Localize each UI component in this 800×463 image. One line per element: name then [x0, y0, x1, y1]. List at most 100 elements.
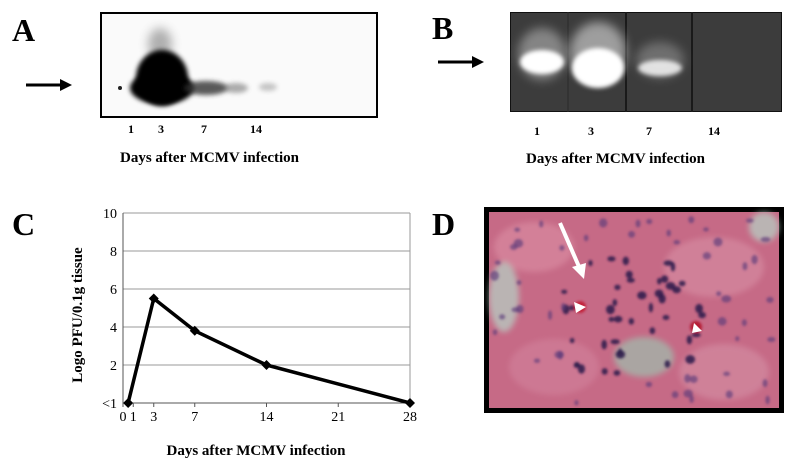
- arrow-a-icon: [26, 79, 72, 91]
- cell-nucleus: [625, 270, 633, 279]
- y-tick-label: <1: [102, 397, 117, 412]
- cell-nucleus: [610, 339, 620, 345]
- y-tick-label: 6: [110, 283, 117, 298]
- cell-nucleus: [646, 218, 653, 225]
- cell-nucleus: [695, 303, 703, 314]
- cell-nucleus: [767, 337, 776, 343]
- panel-a-blot: [100, 12, 378, 118]
- cell-nucleus: [658, 294, 666, 304]
- y-axis-label: Logo PFU/0.1g tissue: [70, 247, 86, 383]
- cell-nucleus: [645, 381, 653, 388]
- x-tick-label: 0: [120, 410, 127, 425]
- data-point: [261, 360, 272, 370]
- cell-nucleus: [514, 227, 521, 232]
- cell-nucleus: [702, 252, 712, 260]
- cell-nucleus: [713, 237, 723, 247]
- cell-nucleus: [626, 277, 635, 283]
- cell-nucleus: [666, 229, 672, 237]
- cell-nucleus: [607, 256, 616, 262]
- cell-nucleus: [509, 244, 518, 251]
- panel-a-lane-label: 14: [250, 122, 262, 136]
- cell-nucleus: [665, 282, 676, 290]
- panel-c-chart: Logo PFU/0.1g tissue Days after MCMV inf…: [70, 207, 417, 459]
- cell-nucleus: [628, 230, 636, 238]
- cell-nucleus: [614, 284, 621, 291]
- cell-nucleus: [628, 317, 635, 325]
- cell-nucleus: [583, 234, 589, 242]
- cell-nucleus: [673, 240, 681, 245]
- cell-nucleus: [577, 364, 586, 374]
- cell-nucleus: [660, 275, 669, 283]
- cell-nucleus: [547, 310, 553, 321]
- cell-nucleus: [735, 336, 740, 342]
- cell-nucleus: [601, 339, 607, 350]
- cell-nucleus: [492, 329, 498, 336]
- cell-nucleus: [569, 305, 576, 311]
- arrowhead-marker-icon: [574, 302, 586, 313]
- y-tick-label: 8: [110, 245, 117, 260]
- panel-d-letter: D: [432, 206, 456, 242]
- panel-b-xlabel: Days after MCMV infection: [526, 151, 705, 167]
- data-point: [148, 293, 159, 304]
- cell-nucleus: [698, 311, 706, 319]
- cell-nucleus: [499, 314, 506, 320]
- cell-nucleus: [648, 302, 654, 313]
- cell-nucleus: [516, 280, 522, 286]
- data-point: [405, 398, 415, 408]
- cell-nucleus: [766, 296, 774, 303]
- cell-nucleus: [662, 315, 670, 320]
- cell-nucleus: [751, 254, 758, 265]
- panel-b-lane-label: 14: [708, 124, 720, 138]
- x-tick-label: 21: [331, 410, 345, 425]
- cell-nucleus: [657, 277, 662, 285]
- histology-arrow-icon: [558, 222, 586, 279]
- arrowhead-marker-icon: [692, 323, 702, 333]
- panel-b-letter: B: [432, 10, 454, 46]
- cell-nucleus: [622, 256, 630, 266]
- arrow-b-icon: [438, 56, 484, 68]
- cell-nucleus: [671, 391, 679, 399]
- cell-nucleus: [574, 400, 579, 406]
- cell-nucleus: [599, 218, 608, 228]
- cell-nucleus: [742, 262, 748, 271]
- x-tick-label: 14: [260, 410, 274, 425]
- cell-nucleus: [559, 245, 565, 251]
- panel-b-lane-label: 7: [646, 124, 652, 138]
- series-line: [126, 296, 411, 405]
- cell-nucleus: [716, 291, 722, 297]
- panel-a-xlabel: Days after MCMV infection: [120, 150, 299, 166]
- cell-nucleus: [612, 299, 618, 307]
- cell-nucleus: [685, 355, 696, 364]
- cell-nucleus: [516, 304, 524, 314]
- cell-nucleus: [745, 218, 754, 223]
- cell-nucleus: [490, 270, 500, 281]
- cell-nucleus: [601, 368, 608, 375]
- cell-nucleus: [539, 220, 544, 228]
- panel-b-lane-label: 3: [588, 124, 594, 138]
- panel-b-gel: [510, 12, 782, 112]
- panel-a-letter: A: [12, 12, 36, 48]
- cell-nucleus: [637, 291, 647, 300]
- cell-nucleus: [569, 337, 575, 344]
- cell-nucleus: [721, 295, 732, 303]
- cell-nucleus: [678, 280, 686, 287]
- cell-nucleus: [686, 335, 693, 345]
- cell-nucleus: [741, 319, 747, 327]
- data-point: [189, 325, 200, 336]
- panel-b-bands: [518, 22, 684, 88]
- panel-c-letter: C: [12, 206, 36, 242]
- panel-a-bands: [118, 28, 277, 106]
- y-tick-label: 4: [110, 321, 117, 336]
- x-tick-label: 7: [191, 410, 198, 425]
- panel-a-lane-label: 1: [128, 122, 134, 136]
- cell-nucleus: [683, 389, 693, 398]
- panel-b-lane-label: 1: [534, 124, 540, 138]
- x-tick-label: 3: [150, 410, 157, 425]
- cell-nucleus: [664, 360, 671, 368]
- cell-nucleus: [618, 348, 623, 356]
- cell-nucleus: [494, 260, 501, 265]
- cell-nucleus: [613, 370, 621, 376]
- x-tick-label: 1: [130, 410, 137, 425]
- cell-nucleus: [606, 304, 615, 315]
- x-tick-label: 28: [403, 410, 417, 425]
